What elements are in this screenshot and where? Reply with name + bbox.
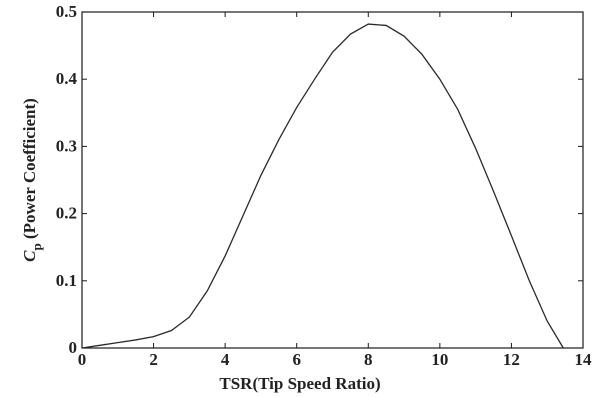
x-tick-label: 10 [431,350,448,369]
y-tick-label: 0 [69,338,78,357]
y-axis-label-main: C [20,250,39,262]
x-tick-label: 4 [221,350,230,369]
y-tick-label: 0.3 [56,136,77,155]
y-axis-label-rest: (Power Coefficient) [20,98,39,243]
tick-labels: 0 2 4 6 8 10 12 14 0 0.1 0.2 0.3 0.4 0.5 [56,2,592,369]
x-axis-label: TSR(Tip Speed Ratio) [219,374,380,393]
svg-text:Cp (Power Coefficient): Cp (Power Coefficient) [20,98,44,262]
y-axis-label: Cp (Power Coefficient) [20,98,44,262]
x-tick-label: 6 [292,350,301,369]
x-tick-label: 14 [575,350,593,369]
x-tick-label: 2 [149,350,158,369]
y-tick-label: 0.1 [56,271,77,290]
plot-frame [81,11,584,349]
x-tick-label: 0 [78,350,87,369]
y-axis-label-sub: p [29,243,44,250]
x-tick-label: 8 [364,350,373,369]
x-tick-label: 12 [503,350,520,369]
y-tick-label: 0.5 [56,2,77,21]
power-coefficient-curve [81,23,564,349]
y-tick-label: 0.2 [56,204,77,223]
axis-ticks [81,11,584,349]
y-tick-label: 0.4 [56,69,78,88]
